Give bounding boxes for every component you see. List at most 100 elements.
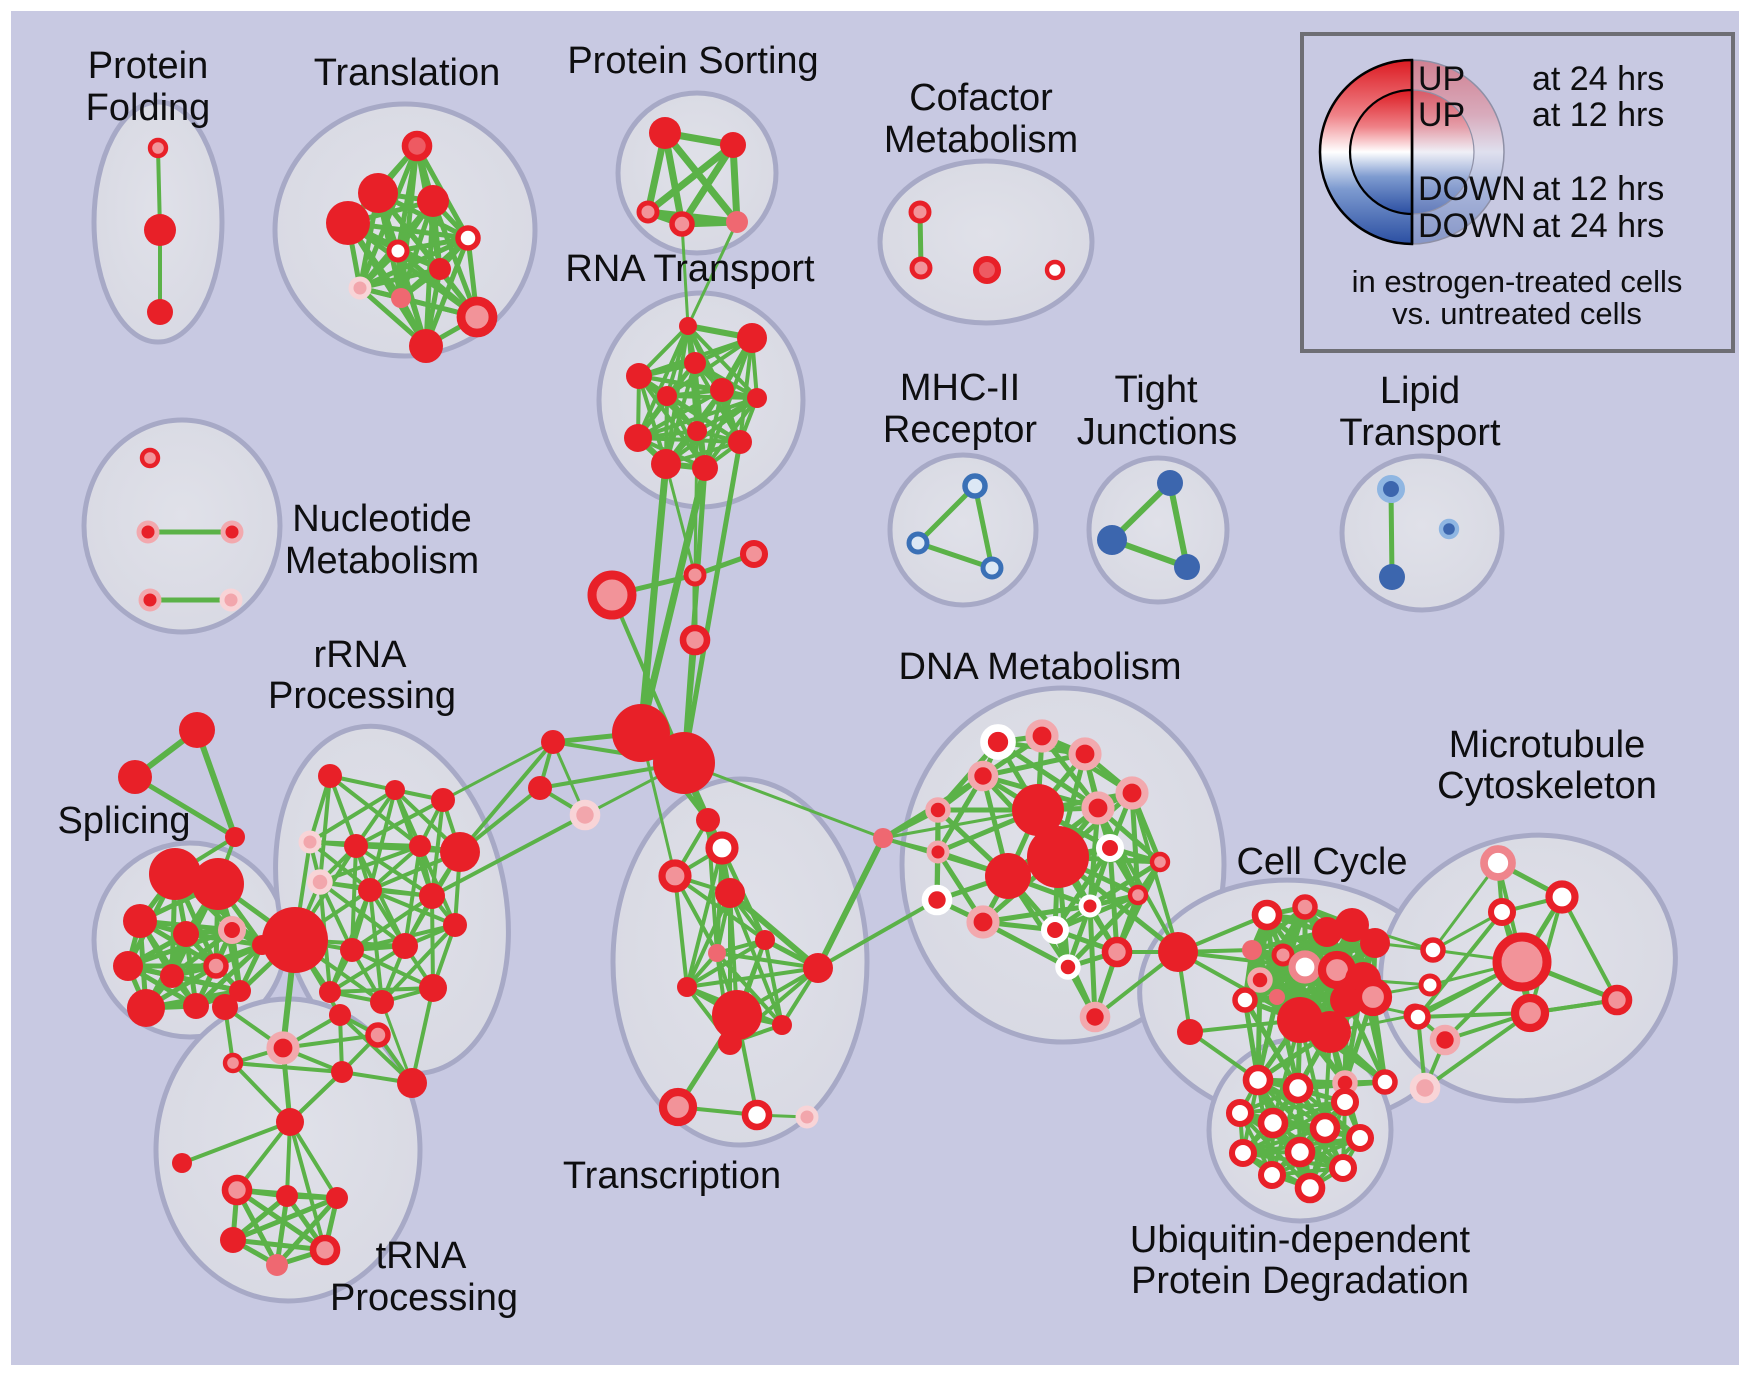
- gene-node: [1232, 987, 1258, 1013]
- gene-node: [1379, 564, 1405, 590]
- gene-node: [649, 117, 681, 149]
- cluster-label-transcription: Transcription: [563, 1155, 781, 1197]
- gene-node: [1095, 833, 1125, 863]
- interaction-edge: [1087, 859, 1163, 909]
- gene-node: [1420, 937, 1446, 963]
- interaction-edge: [693, 429, 699, 577]
- gene-node: [683, 563, 707, 587]
- gene-node: [679, 317, 697, 335]
- gene-node: [962, 473, 988, 499]
- gene-node: [219, 588, 243, 612]
- gene-node: [1312, 917, 1342, 947]
- gene-node: [1257, 1160, 1287, 1190]
- gene-node: [409, 835, 431, 857]
- gene-node: [1284, 1136, 1316, 1168]
- gene-node: [718, 1031, 742, 1055]
- gene-node: [123, 904, 157, 938]
- gene-node: [569, 799, 601, 831]
- interaction-edge: [180, 1120, 292, 1165]
- gene-node: [741, 1099, 773, 1131]
- gene-node: [326, 201, 370, 245]
- glyph-inner-left: [1348, 88, 1414, 216]
- gene-node: [658, 1087, 698, 1127]
- legend-up12-dir: UP: [1418, 96, 1465, 134]
- gene-node: [1288, 950, 1322, 984]
- cluster-label-trna-processing: Processing: [330, 1277, 518, 1319]
- gene-node: [985, 853, 1031, 899]
- interaction-edge: [637, 460, 670, 737]
- gene-node: [370, 990, 394, 1014]
- interaction-edge: [816, 898, 939, 970]
- gene-node: [266, 1031, 300, 1065]
- interaction-edge: [274, 1193, 290, 1268]
- gene-node: [1405, 1004, 1431, 1030]
- gene-node: [160, 964, 184, 988]
- gene-node: [397, 1068, 427, 1098]
- gene-node: [1251, 899, 1283, 931]
- interaction-edge: [685, 891, 732, 989]
- gene-node: [967, 760, 999, 792]
- gene-node: [1271, 943, 1295, 967]
- gene-node: [1174, 554, 1200, 580]
- gene-node: [318, 764, 342, 788]
- gene-node: [1328, 1153, 1358, 1183]
- cluster-label-splicing: Splicing: [57, 800, 190, 842]
- gene-node: [1418, 973, 1442, 997]
- gene-node: [925, 797, 951, 823]
- cluster-cell-nucleotide-metabolism: [81, 417, 283, 635]
- gene-node: [1345, 1123, 1375, 1153]
- legend-node-glyph: [1318, 58, 1505, 246]
- interaction-edge: [328, 944, 407, 994]
- interaction-edge: [665, 336, 754, 398]
- gene-node: [669, 211, 695, 237]
- interaction-edge: [665, 394, 742, 444]
- gene-node: [1078, 894, 1102, 918]
- gene-node: [728, 430, 752, 454]
- interaction-edge: [685, 966, 820, 989]
- gene-node: [1269, 989, 1285, 1005]
- gene-node: [1510, 993, 1550, 1033]
- gene-node: [1282, 1072, 1314, 1104]
- gene-node: [873, 828, 893, 848]
- gene-node: [1353, 977, 1393, 1017]
- gene-node: [710, 378, 734, 402]
- gene-node: [429, 258, 451, 280]
- gene-node: [419, 883, 445, 909]
- gene-node: [225, 827, 245, 847]
- gene-node: [340, 938, 364, 962]
- gene-node: [1044, 259, 1066, 281]
- interaction-edge: [458, 740, 555, 854]
- gene-node: [1149, 851, 1171, 873]
- gene-node: [365, 1022, 391, 1048]
- interaction-edge: [1176, 950, 1302, 1022]
- cluster-label-rrna-processing: rRNA: [314, 634, 408, 676]
- interaction-edge: [673, 874, 767, 942]
- gene-node: [1115, 776, 1149, 810]
- gene-node: [183, 993, 209, 1019]
- gene-node: [696, 808, 720, 832]
- interaction-edge: [230, 1195, 340, 1243]
- gene-node: [906, 531, 930, 555]
- interaction-edge: [715, 951, 820, 970]
- gene-node: [1177, 1019, 1203, 1045]
- legend-glyph-svg: UP at 24 hrs UP at 12 hrs DOWN at 12 hrs…: [1318, 58, 1682, 331]
- interaction-edge: [125, 927, 235, 969]
- cluster-label-protein-folding: Protein: [88, 45, 208, 87]
- gene-node: [113, 951, 143, 981]
- gene-node: [385, 780, 405, 800]
- gene-node: [653, 732, 715, 794]
- gene-node: [1429, 1024, 1461, 1056]
- gene-node: [684, 352, 706, 374]
- interaction-edge: [193, 942, 265, 1009]
- gene-node: [909, 256, 933, 280]
- interaction-edge: [430, 198, 480, 320]
- cluster-label-cell-cycle: Cell Cycle: [1236, 841, 1407, 883]
- interaction-edge: [682, 761, 885, 840]
- gene-node: [222, 1052, 244, 1074]
- cluster-label-dna-metabolism: DNA Metabolism: [899, 646, 1182, 688]
- gene-node: [651, 449, 681, 479]
- gene-node: [344, 834, 368, 858]
- gene-node: [1294, 1172, 1326, 1204]
- cluster-label-protein-sorting: Protein Sorting: [567, 40, 818, 82]
